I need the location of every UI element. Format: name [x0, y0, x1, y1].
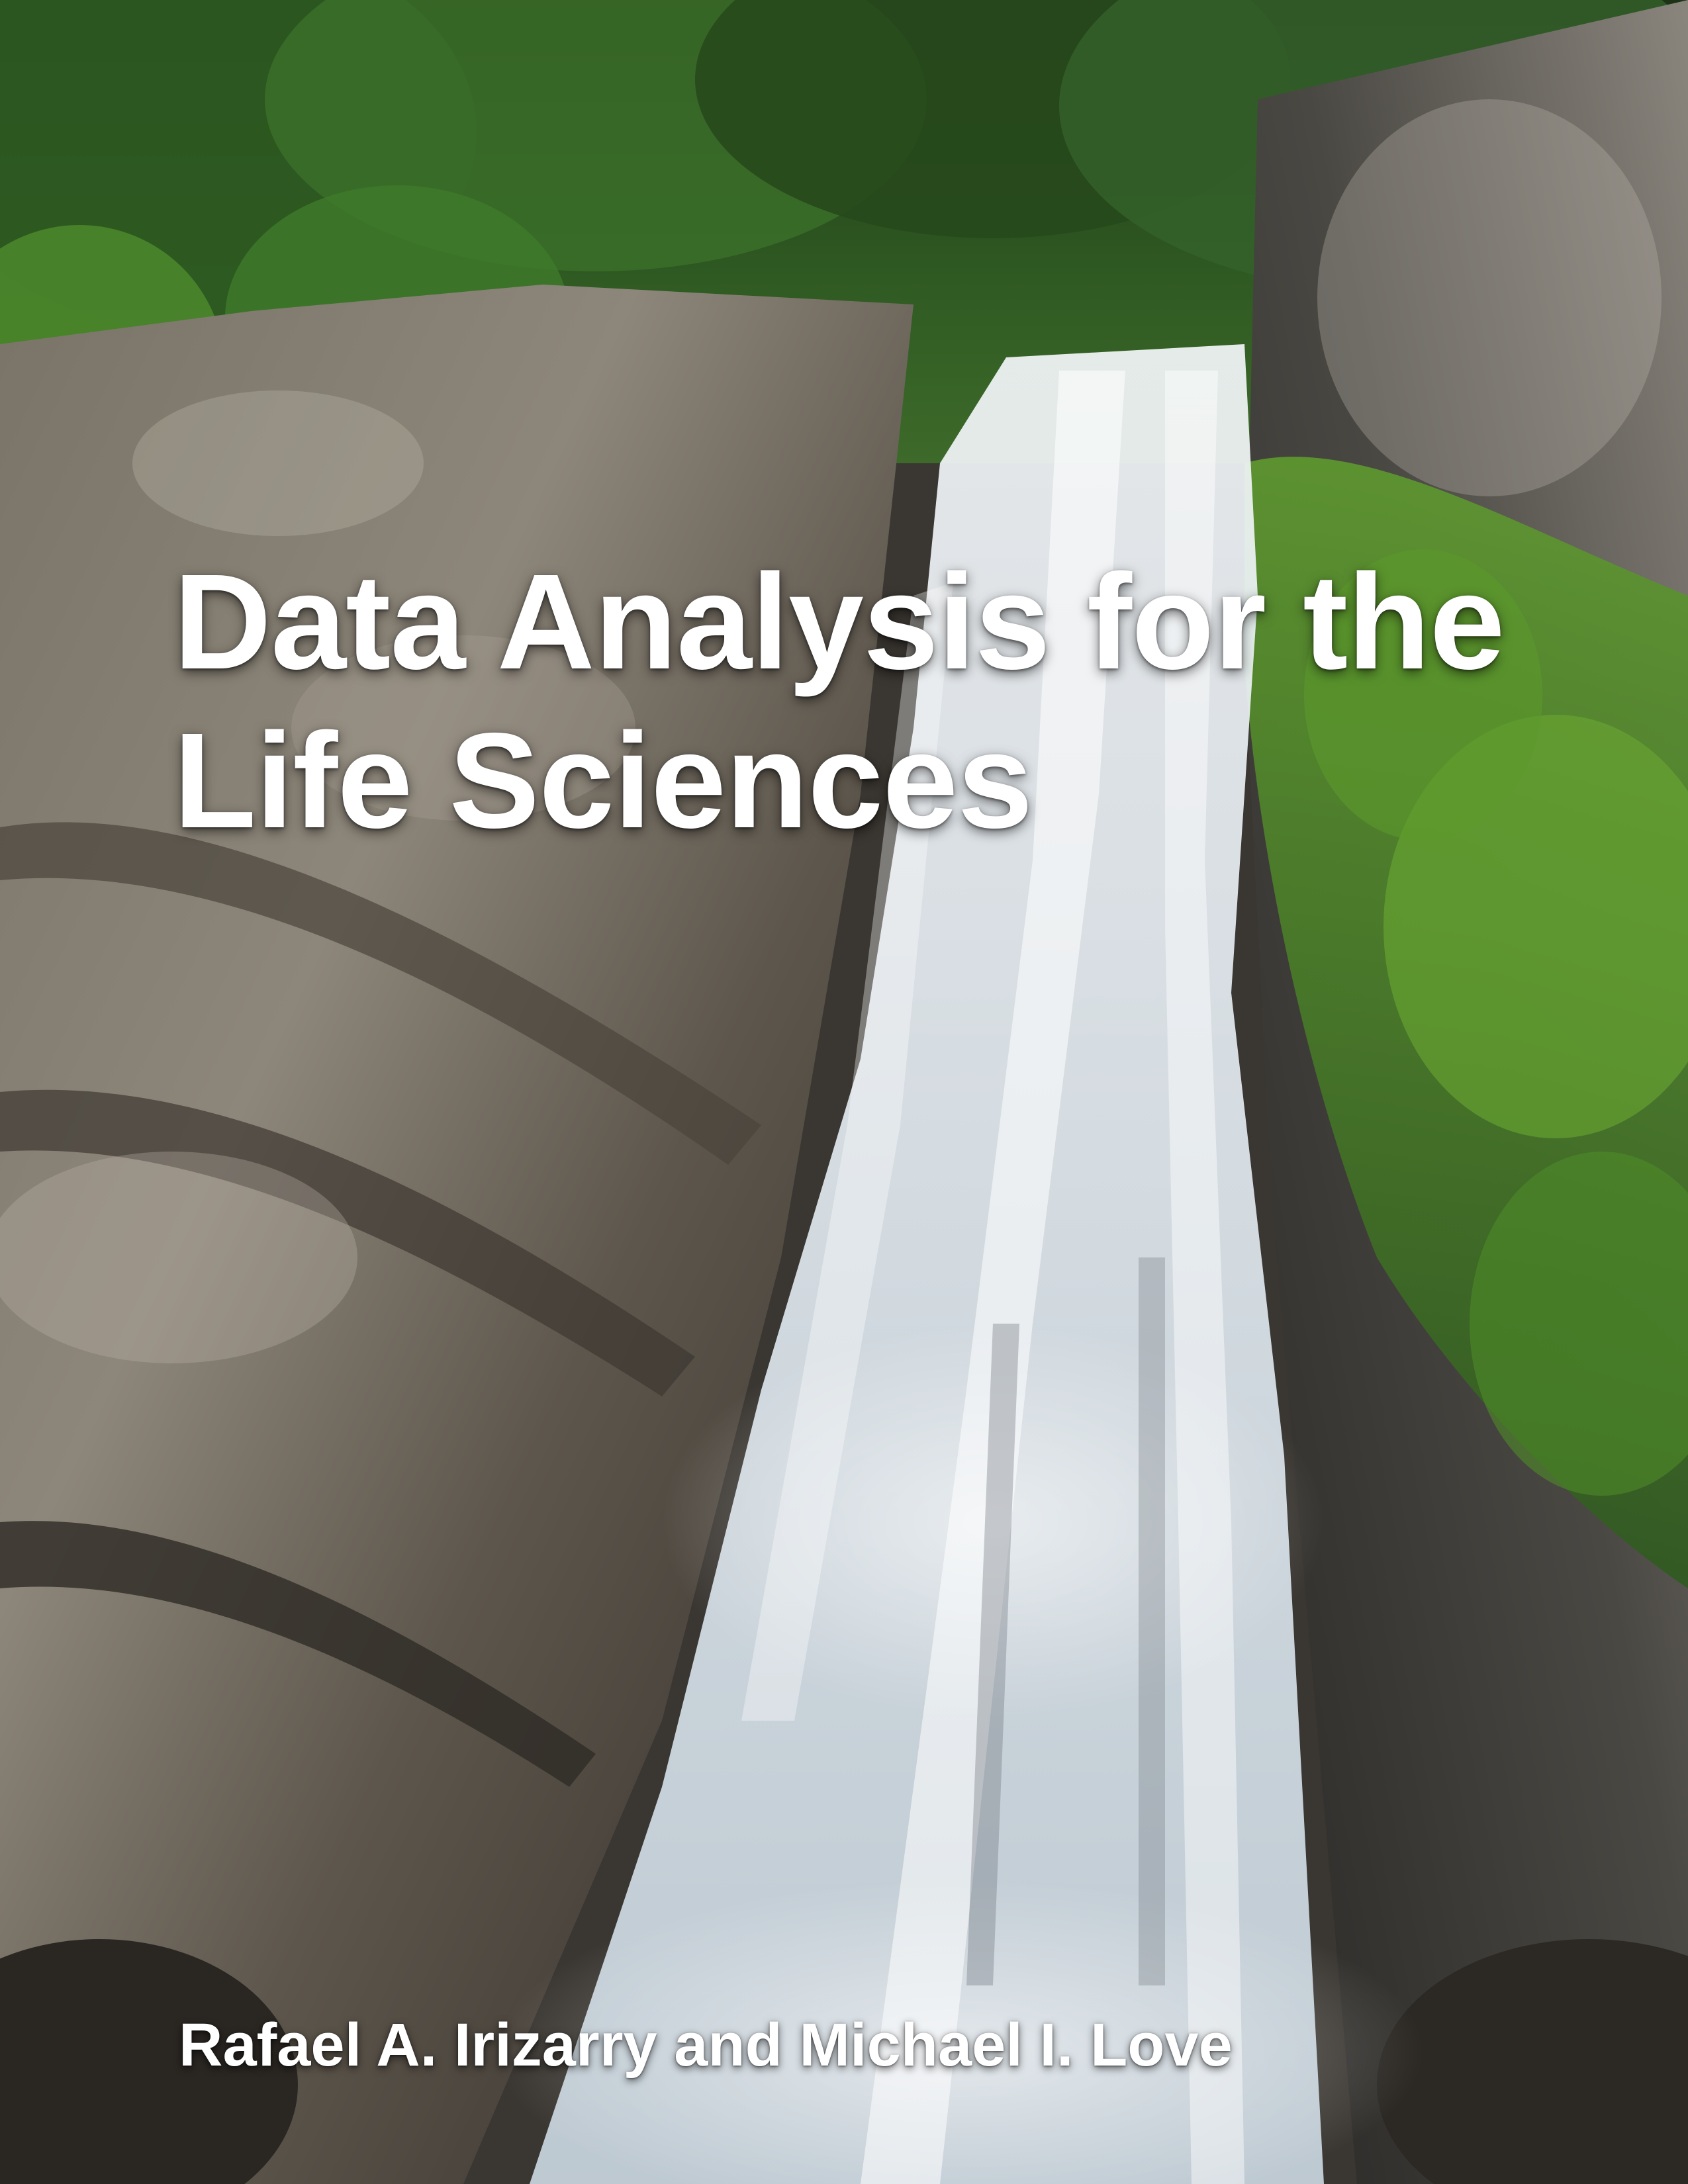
title-line-2: Life Sciences	[173, 705, 1033, 856]
book-authors: Rafael A. Irizarry and Michael I. Love	[179, 2011, 1233, 2079]
book-title: Data Analysis for the Life Sciences	[173, 543, 1564, 860]
title-line-1: Data Analysis for the	[173, 546, 1505, 698]
